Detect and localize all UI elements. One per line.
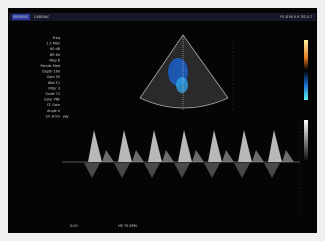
color-bar [304,40,308,100]
param: DR 60 [50,53,60,57]
footer-mid: HR 75 BPM [118,224,137,228]
param: Filter 3 [48,86,60,90]
footer-left: 0:00 [70,224,78,228]
param: Color PRF [44,98,60,102]
param: CF Gain [47,103,60,107]
param: Depth 160 [42,70,60,74]
header-bar [9,13,316,21]
page: SIEMENS CARDIAC P1.8 MI 0.9 TIS 0.7 Freq… [0,0,325,241]
param: Gain 50 [47,75,60,79]
info: P1.8 MI 0.9 TIS 0.7 [280,15,312,19]
gray-bar [304,120,308,160]
screen: SIEMENS CARDIAC P1.8 MI 0.9 TIS 0.7 Freq… [0,0,325,241]
brand: SIEMENS [13,15,28,19]
param: 2.5 MHz [46,42,60,46]
patient: CARDIAC [34,15,50,19]
param: Persist Med [41,64,60,68]
param: SV 3mm [46,114,61,118]
param: Wall F1 [48,81,60,85]
param: Freq [53,36,60,40]
param: 60 dB [50,47,61,51]
param: Map B [49,58,60,62]
param: Scale 72 [45,92,60,96]
color-flow [176,77,188,93]
sample-label: PW [63,115,69,119]
param: Angle 0 [47,109,60,113]
